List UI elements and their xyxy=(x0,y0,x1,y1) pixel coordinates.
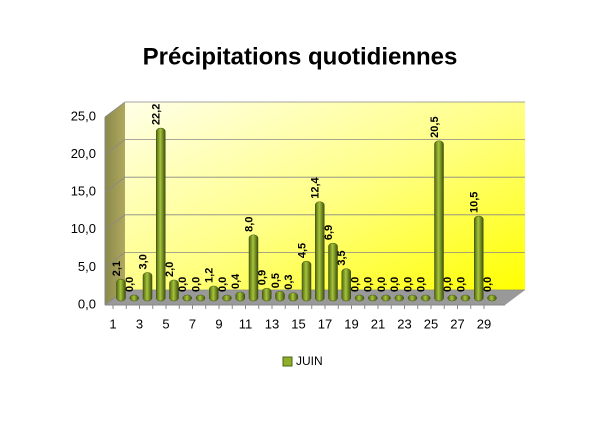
y-tick-label: 5,0 xyxy=(78,259,96,274)
value-label: 2,1 xyxy=(111,261,123,276)
x-tick-label: 1 xyxy=(109,316,116,331)
value-label: 0,0 xyxy=(442,277,454,292)
value-label: 0,0 xyxy=(389,277,401,292)
value-label: 1,2 xyxy=(204,268,216,283)
y-tick-label: 20,0 xyxy=(71,146,96,161)
value-label: 3,0 xyxy=(137,254,149,269)
x-tick-label: 15 xyxy=(291,316,305,331)
x-tick-label: 9 xyxy=(215,316,222,331)
legend-label: JUIN xyxy=(296,354,323,368)
legend-swatch xyxy=(282,356,293,367)
bar xyxy=(262,287,272,302)
value-label: 0,0 xyxy=(402,277,414,292)
value-label: 8,0 xyxy=(243,217,255,232)
x-tick-label: 3 xyxy=(136,316,143,331)
bar xyxy=(182,294,192,302)
value-label: 0,9 xyxy=(257,270,269,285)
grid-line xyxy=(104,176,525,193)
bar xyxy=(116,278,126,302)
x-tick-label: 27 xyxy=(450,316,464,331)
grid-line xyxy=(104,101,525,118)
bar xyxy=(328,242,338,302)
value-label: 2,0 xyxy=(164,262,176,277)
value-label: 0,4 xyxy=(230,273,242,289)
bar xyxy=(434,140,444,302)
chart-title: Précipitations quotidiennes xyxy=(143,43,458,70)
bar xyxy=(248,234,259,302)
bar xyxy=(129,294,139,302)
bar xyxy=(195,294,206,302)
grid-line xyxy=(104,139,525,155)
bar xyxy=(169,279,179,302)
value-label: 0,0 xyxy=(190,277,202,292)
bar xyxy=(460,294,471,302)
value-label: 20,5 xyxy=(429,116,441,137)
value-label: 0,0 xyxy=(482,277,494,292)
value-label: 22,2 xyxy=(151,104,163,125)
bar xyxy=(156,127,166,302)
x-tick-label: 25 xyxy=(424,316,438,331)
x-tick-label: 17 xyxy=(318,316,332,331)
x-tick-label: 29 xyxy=(477,316,491,331)
bar xyxy=(341,268,351,302)
value-label: 0,0 xyxy=(363,277,375,292)
value-label: 6,9 xyxy=(323,225,335,240)
x-tick-label: 23 xyxy=(397,316,411,331)
value-label: 0,0 xyxy=(455,277,467,292)
bar xyxy=(275,290,285,302)
value-label: 0,5 xyxy=(270,273,282,288)
y-tick-label: 15,0 xyxy=(71,184,96,199)
value-label: 0,0 xyxy=(416,277,428,292)
y-tick-label: 25,0 xyxy=(71,108,96,123)
x-tick-label: 19 xyxy=(344,316,358,331)
x-tick-label: 5 xyxy=(162,316,169,331)
value-label: 12,4 xyxy=(310,176,322,198)
bar xyxy=(474,215,484,302)
grid-line xyxy=(104,251,525,268)
bar xyxy=(222,294,232,302)
x-tick-label: 13 xyxy=(265,316,279,331)
bar xyxy=(235,291,245,302)
value-label: 3,5 xyxy=(336,250,348,265)
value-label: 0,0 xyxy=(376,277,388,292)
x-tick-label: 21 xyxy=(371,316,385,331)
bar xyxy=(301,260,312,302)
bar xyxy=(407,294,418,302)
bar xyxy=(368,294,378,302)
bar xyxy=(381,294,391,302)
plot: 0,05,010,015,020,025,01 3 5 7 9 11 13 15 17 19 21 2… xyxy=(71,101,525,331)
side-wall xyxy=(105,102,125,305)
x-tick-label: 11 xyxy=(239,316,253,331)
value-label: 0,0 xyxy=(177,277,189,292)
value-label: 0,0 xyxy=(349,277,361,292)
y-tick-label: 0,0 xyxy=(78,296,96,311)
value-label: 4,5 xyxy=(296,243,308,258)
x-tick-label: 7 xyxy=(189,316,196,331)
value-label: 10,5 xyxy=(469,192,481,213)
bar xyxy=(394,294,404,302)
bar xyxy=(209,285,219,302)
bar xyxy=(447,294,457,302)
y-tick-label: 10,0 xyxy=(71,221,96,236)
bar xyxy=(288,292,298,302)
bar xyxy=(487,294,497,302)
grid-line xyxy=(104,214,525,231)
bar xyxy=(142,272,153,302)
bar xyxy=(421,294,431,302)
bar xyxy=(315,201,325,302)
value-label: 0,3 xyxy=(283,274,295,289)
value-label: 0,0 xyxy=(124,277,136,292)
bar xyxy=(354,294,365,302)
value-label: 0,0 xyxy=(217,277,229,292)
back-wall xyxy=(125,102,525,290)
